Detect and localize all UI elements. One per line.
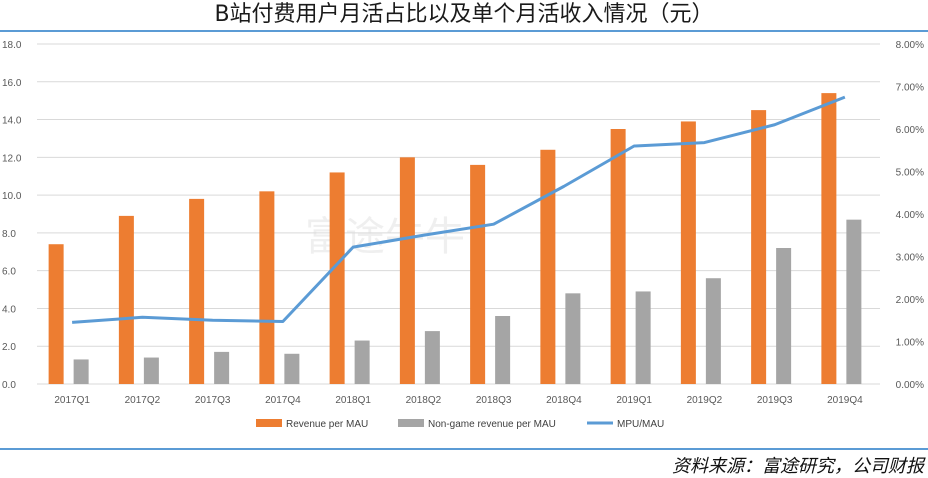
x-tick-label: 2018Q3 [476,395,512,406]
y-tick-label: 10.0 [2,191,22,202]
y-tick-label: 2.0 [2,342,16,353]
nongame-bar [354,340,370,384]
y2-tick-label: 1.00% [896,338,924,349]
revenue-bar [751,110,767,384]
y-tick-label: 0.0 [2,380,16,391]
chart-title: B站付费用户月活占比以及单个月活收入情况（元） [214,2,714,27]
x-tick-label: 2019Q2 [687,395,723,406]
y-tick-label: 16.0 [2,78,22,89]
x-tick-label: 2019Q3 [757,395,793,406]
y2-tick-label: 6.00% [896,125,924,136]
y-tick-label: 12.0 [2,153,22,164]
y2-tick-label: 5.00% [896,168,924,179]
bottom-divider [0,448,928,450]
revenue-bar [48,244,64,384]
nongame-bar [424,331,440,384]
x-tick-label: 2017Q4 [265,395,301,406]
y2-tick-label: 3.00% [896,253,924,264]
nongame-bar [776,248,792,384]
y-tick-label: 18.0 [2,40,22,51]
x-tick-label: 2017Q1 [54,395,90,406]
legend-label: Revenue per MAU [286,419,368,430]
watermark: 富途牛牛 [305,214,465,260]
nongame-bar [495,316,511,384]
y2-tick-label: 7.00% [896,83,924,94]
mpu-mau-line [72,95,846,324]
nongame-bar [214,351,230,384]
nongame-bar [635,291,651,384]
y-tick-label: 4.0 [2,304,16,315]
revenue-bar [259,191,275,384]
y2-tick-label: 0.00% [896,380,924,391]
revenue-bar [821,93,837,384]
x-tick-label: 2018Q2 [406,395,442,406]
legend-swatch [256,419,282,427]
nongame-bar [284,353,300,384]
y2-tick-label: 8.00% [896,40,924,51]
x-tick-label: 2019Q1 [616,395,652,406]
x-tick-label: 2018Q4 [546,395,582,406]
source-note: 资料来源：富途研究，公司财报 [672,456,924,477]
x-tick-label: 2017Q2 [125,395,161,406]
y2-tick-label: 4.00% [896,210,924,221]
top-divider [0,30,928,32]
y-tick-label: 6.0 [2,267,16,278]
legend-label: MPU/MAU [617,419,664,430]
x-tick-label: 2017Q3 [195,395,231,406]
revenue-bar [470,164,486,384]
revenue-bar [610,129,626,384]
y-tick-label: 14.0 [2,116,22,127]
nongame-bar [143,357,159,384]
revenue-bar [399,157,415,384]
revenue-bar [680,121,696,384]
nongame-bar [565,293,581,384]
revenue-bar [118,215,134,384]
chart: 富途牛牛 0.0 2.0 4.0 6.0 8.0 10.0 12.0 14.0 16.0 18.0… [2,40,924,430]
legend-swatch [398,419,424,427]
nongame-bar [846,219,862,384]
y-tick-label: 8.0 [2,229,16,240]
revenue-bar [540,149,556,384]
y2-tick-label: 2.00% [896,295,924,306]
nongame-bar [705,278,721,384]
x-tick-label: 2019Q4 [827,395,863,406]
revenue-bar [189,198,205,384]
legend-label: Non-game revenue per MAU [428,419,556,430]
x-tick-label: 2018Q1 [335,395,371,406]
revenue-bar [329,172,345,384]
nongame-bar [73,359,89,384]
